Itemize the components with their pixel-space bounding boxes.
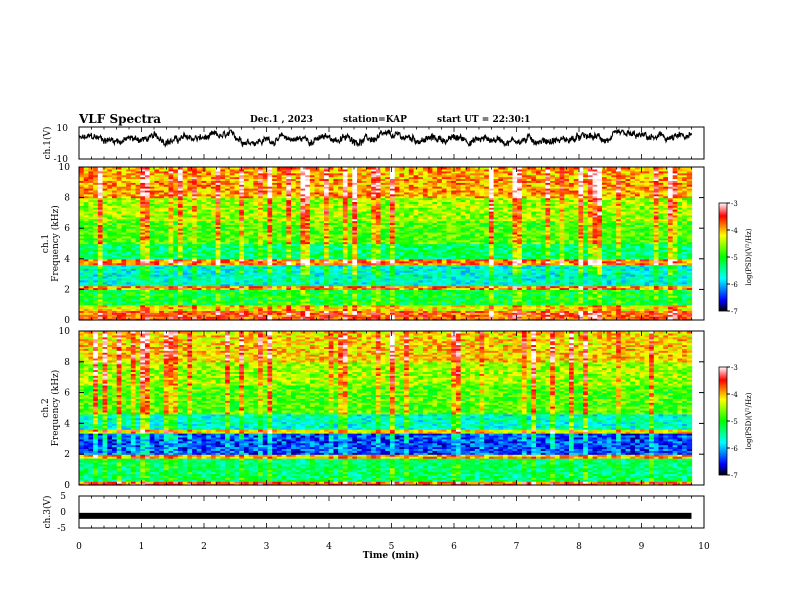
- ch3-tick-label: 5: [60, 492, 66, 502]
- x-tick-label: 1: [139, 542, 145, 552]
- date-label: Dec.1 , 2023: [250, 115, 313, 125]
- ch1-axis-label: ch.1(V): [42, 127, 53, 160]
- colorbar-tick-label-ch1: -6: [731, 281, 738, 289]
- spectrogram-tick-label-ch2: 6: [64, 389, 70, 399]
- station-label: station=KAP: [343, 115, 407, 125]
- ch3-tick-label: 0: [60, 508, 66, 518]
- x-tick-label: 3: [264, 542, 270, 552]
- spectrogram-tick-label-ch1: 4: [64, 255, 70, 265]
- spectrogram-tick-label-ch2: 8: [64, 358, 70, 368]
- x-tick-label: 6: [451, 542, 457, 552]
- x-tick-label: 5: [389, 542, 395, 552]
- ch2-spectrogram-panel: 0 2 4 6 8 10 ch.2 Frequency (kHz): [41, 327, 705, 491]
- colorbar-scale-ch2: [718, 366, 728, 476]
- spectrogram-tick-label-ch1: 0: [64, 316, 70, 326]
- spectrogram-tick-label-ch1: 8: [64, 194, 70, 204]
- spectrogram-tick-label-ch2: 0: [64, 481, 70, 491]
- x-axis-label: Time (min): [363, 550, 420, 561]
- x-tick-label: 8: [576, 542, 582, 552]
- colorbar-tick-label-ch2: -5: [731, 418, 738, 426]
- colorbar-label-ch1: log(PSD)(V²/Hz): [745, 228, 753, 285]
- ch3-tick-label: -5: [57, 524, 66, 534]
- colorbar-scale-ch1: [718, 202, 728, 312]
- spectrogram-tick-label-ch2: 4: [64, 419, 70, 429]
- colorbar-tick-label-ch1: -7: [731, 308, 738, 316]
- spectrogram-tick-label-ch1: 2: [64, 285, 70, 295]
- colorbar-tick-label-ch1: -3: [731, 200, 738, 208]
- colorbar-tick-label-ch2: -7: [731, 472, 738, 480]
- colorbar-tick-label-ch2: -4: [731, 391, 738, 399]
- ch3-waveform-line: [79, 512, 692, 519]
- spectrogram-channel-label-ch1: ch.1: [41, 234, 51, 253]
- spectrogram-channel-label-ch2: ch.2: [41, 398, 51, 417]
- colorbar-tick-label-ch2: -6: [731, 445, 738, 453]
- start-time-label: start UT = 22:30:1: [437, 115, 530, 125]
- chart-title: VLF Spectra: [79, 112, 161, 126]
- spectrogram-axis-label-ch2: Frequency (kHz): [50, 370, 61, 447]
- ch2-colorbar: -3 -4 -5 -6 -7 log(PSD)(V²/Hz): [718, 364, 753, 480]
- spectrogram-tick-label-ch2: 10: [59, 327, 71, 337]
- spectrogram-tick-label-ch1: 6: [64, 224, 70, 234]
- colorbar-tick-label-ch1: -5: [731, 254, 738, 262]
- colorbar-label-ch2: log(PSD)(V²/Hz): [745, 392, 753, 449]
- x-tick-label: 7: [514, 542, 520, 552]
- x-tick-label: 10: [698, 542, 710, 552]
- spectrogram-cells-ch1: [79, 167, 693, 321]
- ch1-spectrogram-panel: 0 2 4 6 8 10 ch.1 Frequency (kHz): [41, 163, 705, 326]
- colorbar-tick-label-ch1: -4: [731, 227, 738, 235]
- x-tick-label: 9: [639, 542, 645, 552]
- spectrogram-tick-label-ch2: 2: [64, 450, 70, 460]
- x-tick-label: 0: [76, 542, 82, 552]
- ch3-axis-label: ch.3(V): [42, 496, 53, 529]
- x-tick-label: 4: [326, 542, 332, 552]
- spectrogram-cells-ch2: [79, 331, 693, 486]
- colorbar-tick-label-ch2: -3: [731, 364, 738, 372]
- spectrogram-tick-label-ch1: 10: [59, 163, 71, 173]
- x-tick-label: 2: [201, 542, 207, 552]
- spectrogram-axis-label-ch1: Frequency (kHz): [50, 205, 61, 282]
- ch1-waveform-line: [78, 128, 693, 148]
- ch1-tick-label: 10: [57, 124, 69, 134]
- ch1-tick-label: -10: [54, 155, 69, 165]
- ch1-colorbar: -3 -4 -5 -6 -7 log(PSD)(V²/Hz): [718, 200, 753, 316]
